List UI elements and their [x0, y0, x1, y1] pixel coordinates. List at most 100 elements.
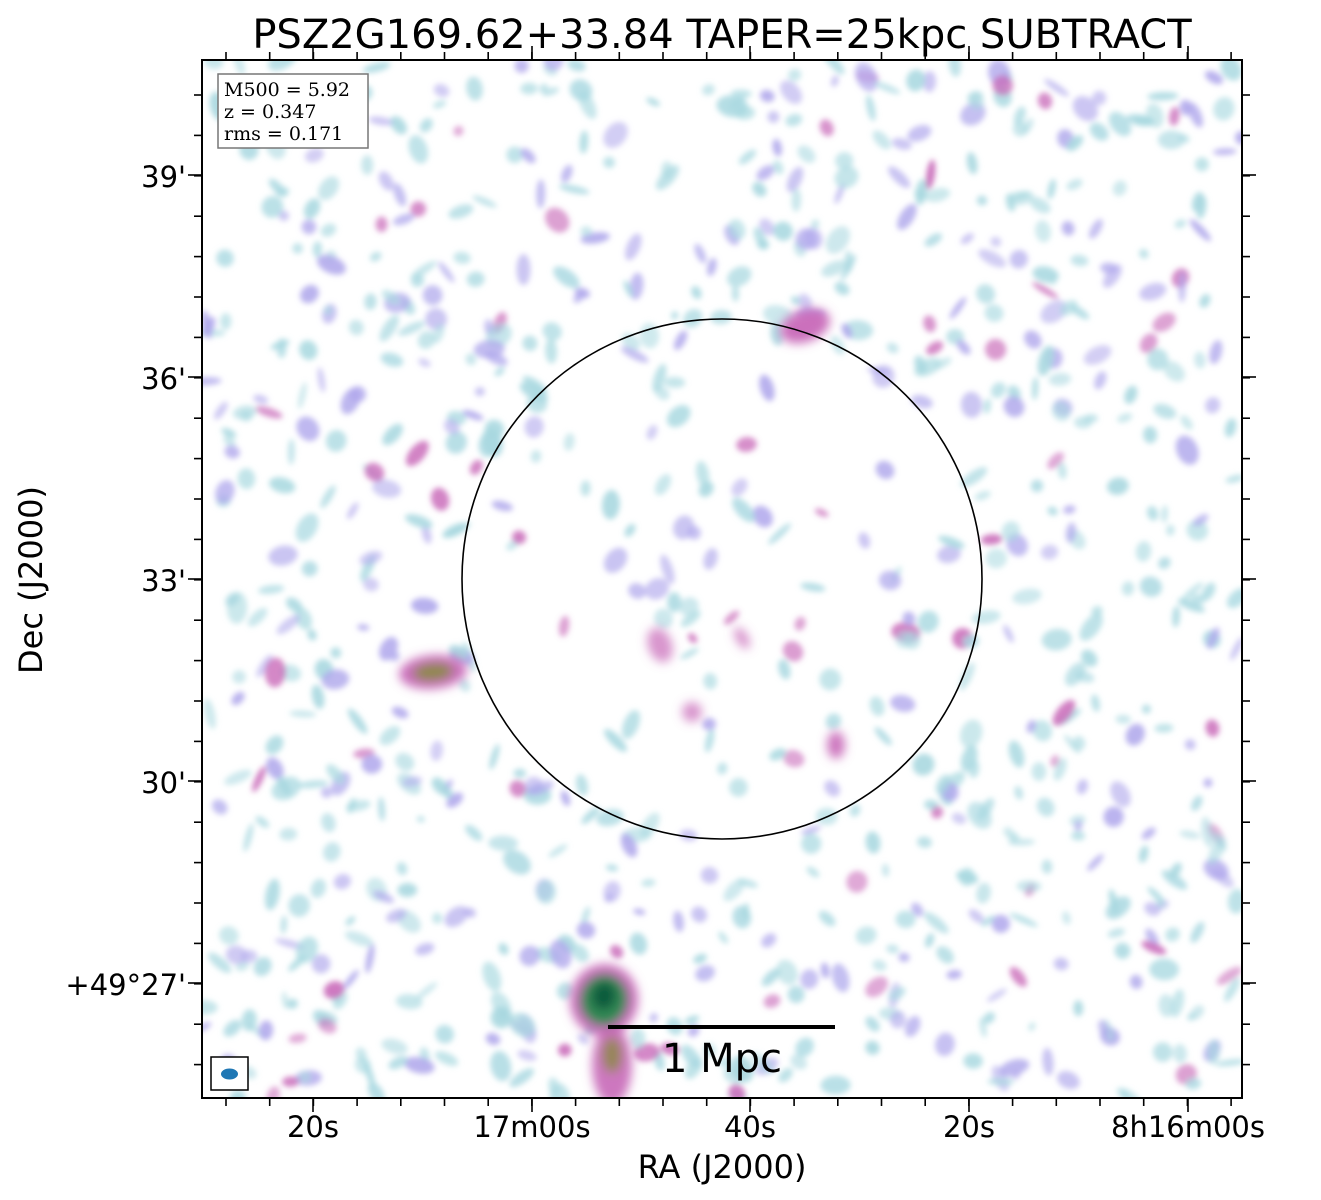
noise-blob — [1032, 282, 1059, 299]
noise-blob — [878, 570, 902, 591]
noise-blob — [976, 284, 996, 304]
noise-blob — [710, 309, 732, 325]
noise-blob — [702, 84, 715, 96]
noise-blob — [445, 431, 467, 454]
noise-blob — [865, 1016, 880, 1032]
noise-blob — [448, 644, 468, 661]
noise-blob — [295, 513, 319, 542]
noise-blob — [956, 339, 971, 355]
noise-blob — [1184, 739, 1196, 751]
noise-blob — [575, 774, 589, 796]
noise-blob — [858, 532, 871, 549]
noise-blob — [936, 946, 954, 964]
noise-blob — [1224, 977, 1240, 1002]
noise-blob — [1190, 921, 1205, 943]
source-blob — [647, 627, 673, 663]
noise-blob — [1194, 351, 1206, 369]
noise-blob — [898, 952, 910, 963]
noise-blob — [1204, 70, 1224, 85]
noise-blob — [418, 358, 431, 368]
noise-blob — [542, 322, 562, 341]
noise-blob — [1227, 888, 1242, 914]
noise-blob — [604, 728, 627, 752]
noise-blob — [579, 130, 589, 154]
noise-blob — [671, 311, 679, 320]
noise-blob — [1035, 220, 1051, 243]
noise-blob — [624, 523, 636, 537]
noise-blob — [1032, 720, 1053, 742]
source-blob — [734, 627, 750, 649]
noise-blob — [271, 776, 301, 801]
noise-blob — [706, 257, 717, 277]
noise-blob — [348, 319, 364, 336]
noise-blob — [984, 338, 1007, 361]
noise-blob — [1112, 180, 1127, 196]
noise-blob — [976, 882, 991, 904]
noise-blob — [289, 710, 317, 718]
noise-blob — [1041, 628, 1072, 651]
noise-blob — [303, 198, 321, 219]
noise-blob — [1073, 1000, 1084, 1017]
noise-blob — [1100, 262, 1118, 274]
y-axis-label: Dec (J2000) — [12, 486, 50, 674]
noise-blob — [1152, 312, 1176, 332]
noise-blob — [256, 654, 273, 678]
noise-blob — [1144, 902, 1161, 916]
noise-blob — [517, 1050, 537, 1061]
noise-blob — [233, 60, 246, 75]
noise-blob — [895, 910, 916, 929]
noise-blob — [417, 331, 435, 349]
noise-blob — [680, 647, 699, 660]
noise-blob — [794, 616, 806, 631]
noise-blob — [1088, 218, 1103, 239]
noise-blob — [660, 1042, 680, 1056]
noise-blob — [1091, 90, 1107, 106]
noise-blob — [1163, 361, 1185, 382]
noise-blob — [1125, 723, 1145, 746]
noise-blob — [968, 759, 980, 778]
rms-text: rms = 0.171 — [224, 123, 343, 145]
noise-blob — [1205, 719, 1220, 737]
noise-blob — [797, 145, 816, 163]
noise-blob — [1191, 191, 1204, 212]
noise-blob — [790, 1054, 808, 1070]
noise-blob — [976, 195, 988, 206]
noise-blob — [422, 285, 443, 306]
info-box: M500 = 5.92 z = 0.347 rms = 0.171 — [217, 73, 369, 149]
noise-blob — [317, 1018, 337, 1034]
noise-blob — [1203, 778, 1213, 788]
noise-blob — [872, 130, 891, 150]
noise-blob — [691, 906, 708, 923]
noise-blob — [560, 790, 571, 806]
noise-blob — [625, 233, 642, 261]
noise-blob — [301, 560, 318, 577]
noise-blob — [252, 766, 266, 793]
noise-blob — [835, 152, 854, 170]
noise-blob — [316, 254, 346, 275]
x-tick-label: 20s — [287, 1110, 339, 1144]
noise-blob — [415, 942, 435, 956]
noise-blob — [513, 768, 527, 778]
noise-blob — [390, 651, 400, 662]
noise-blob — [609, 944, 624, 959]
noise-blob — [1009, 966, 1027, 987]
noise-blob — [367, 1082, 385, 1098]
noise-blob — [639, 323, 660, 349]
noise-blob — [1152, 1042, 1173, 1062]
noise-blob — [224, 445, 240, 459]
noise-blob — [960, 233, 974, 245]
noise-blob — [786, 166, 804, 193]
noise-blob — [628, 583, 647, 599]
noise-blob — [432, 323, 445, 344]
noise-blob — [974, 490, 991, 501]
noise-blob — [1169, 862, 1182, 879]
noise-blob — [798, 293, 813, 312]
noise-blob — [1007, 191, 1030, 201]
noise-blob — [981, 915, 995, 927]
noise-blob — [731, 89, 752, 98]
noise-blob — [232, 670, 246, 684]
noise-blob — [410, 597, 439, 614]
noise-blob — [432, 100, 447, 109]
noise-blob — [520, 148, 536, 164]
noise-blob — [831, 963, 850, 993]
